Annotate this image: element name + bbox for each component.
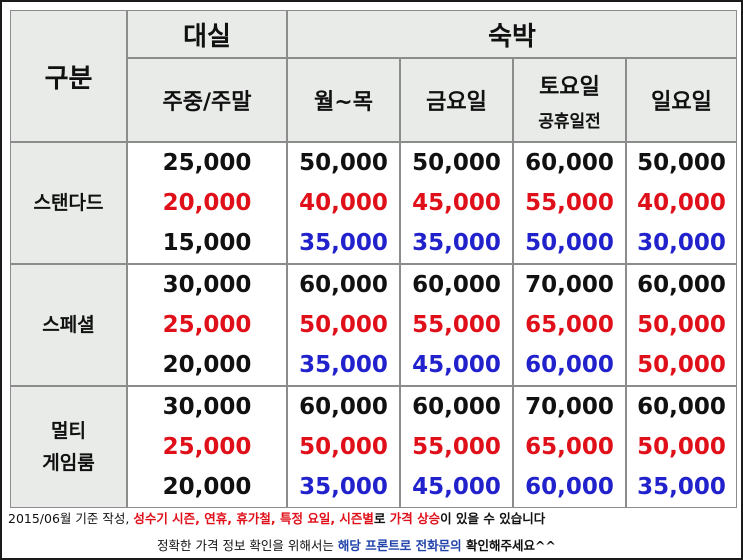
price-value: 15,000 — [162, 230, 252, 256]
room-name-special: 스페셜 — [10, 264, 127, 386]
price-value: 60,000 — [637, 272, 726, 298]
room-name-multi-game: 멀티 게임룸 — [10, 386, 127, 508]
price-value: 50,000 — [299, 434, 388, 460]
price-cell: 70,000 65,000 60,000 — [513, 264, 626, 386]
price-value: 20,000 — [162, 190, 252, 216]
price-value: 50,000 — [637, 352, 726, 378]
footer-notice: 2015/06월 기준 작성, 성수기 시즌, 연휴, 휴가철, 특정 요일, … — [2, 505, 741, 558]
price-cell: 30,000 25,000 20,000 — [127, 386, 287, 508]
price-value: 55,000 — [412, 312, 501, 338]
price-value: 30,000 — [162, 272, 252, 298]
price-table: 구분 대실 숙박 주중/주말 월~목 금요일 토요일 공휴일전 일요일 스탠다드… — [10, 10, 738, 508]
room-name-line2: 게임룸 — [42, 452, 95, 474]
price-value: 45,000 — [412, 352, 501, 378]
day-header-sat-label: 토요일 — [539, 74, 600, 100]
price-value: 60,000 — [525, 352, 614, 378]
rental-header: 대실 — [127, 10, 287, 58]
price-cell: 60,000 50,000 35,000 — [626, 386, 738, 508]
price-cell: 60,000 50,000 35,000 — [287, 264, 400, 386]
price-value: 25,000 — [162, 434, 252, 460]
price-value: 55,000 — [412, 434, 501, 460]
price-cell: 30,000 25,000 20,000 — [127, 264, 287, 386]
price-value: 35,000 — [299, 230, 388, 256]
price-value: 60,000 — [412, 272, 501, 298]
price-value: 70,000 — [525, 394, 614, 420]
price-value: 40,000 — [299, 190, 388, 216]
price-value: 25,000 — [162, 150, 252, 176]
day-header-mon-thu: 월~목 — [287, 58, 400, 142]
price-value: 60,000 — [525, 474, 614, 500]
price-cell: 70,000 65,000 60,000 — [513, 386, 626, 508]
price-value: 30,000 — [162, 394, 252, 420]
price-value: 35,000 — [299, 352, 388, 378]
room-row-standard: 스탠다드 25,000 20,000 15,000 50,000 40,000 … — [10, 142, 738, 264]
price-value: 45,000 — [412, 474, 501, 500]
price-cell: 50,000 40,000 30,000 — [626, 142, 738, 264]
price-value: 55,000 — [525, 190, 614, 216]
price-value: 45,000 — [412, 190, 501, 216]
price-cell: 25,000 20,000 15,000 — [127, 142, 287, 264]
price-value: 65,000 — [525, 434, 614, 460]
price-value: 50,000 — [525, 230, 614, 256]
stay-header: 숙박 — [287, 10, 738, 58]
footer-highlight-red: 가격 상승 — [389, 511, 441, 526]
day-header-sun: 일요일 — [626, 58, 738, 142]
price-value: 60,000 — [412, 394, 501, 420]
price-cell: 60,000 55,000 45,000 — [400, 264, 513, 386]
footer-highlight-red: 성수기 시즌, 연휴, 휴가철, 특정 요일, 시즌별 — [133, 511, 374, 526]
price-value: 30,000 — [637, 230, 726, 256]
price-value: 50,000 — [299, 312, 388, 338]
footer-line-1: 2015/06월 기준 작성, 성수기 시즌, 연휴, 휴가철, 특정 요일, … — [8, 508, 545, 527]
price-value: 50,000 — [299, 150, 388, 176]
price-value: 35,000 — [412, 230, 501, 256]
price-value: 60,000 — [299, 272, 388, 298]
price-value: 60,000 — [637, 394, 726, 420]
room-name-line1: 멀티 — [51, 419, 86, 442]
price-value: 20,000 — [162, 474, 252, 500]
price-cell: 50,000 40,000 35,000 — [287, 142, 400, 264]
room-row-multi-game: 멀티 게임룸 30,000 25,000 20,000 60,000 50,00… — [10, 386, 738, 508]
room-name-standard: 스탠다드 — [10, 142, 127, 264]
price-cell: 60,000 55,000 45,000 — [400, 386, 513, 508]
footer-text: 로 — [373, 511, 390, 526]
footer-highlight-blue: 해당 프론트로 전화문의 — [337, 538, 462, 553]
price-value: 70,000 — [525, 272, 614, 298]
footer-text: 정확한 가격 정보 확인을 위해서는 — [157, 538, 338, 553]
price-value: 50,000 — [637, 434, 726, 460]
footer-text: 이 있을 수 있습니다 — [440, 511, 546, 526]
price-value: 60,000 — [525, 150, 614, 176]
price-cell: 60,000 50,000 50,000 — [626, 264, 738, 386]
price-value: 50,000 — [637, 150, 726, 176]
price-cell: 60,000 55,000 50,000 — [513, 142, 626, 264]
footer-text: 2015/06월 기준 작성, — [8, 511, 134, 526]
category-header: 구분 — [10, 10, 127, 142]
footer-text: 확인해주세요^^ — [461, 538, 556, 553]
room-row-special: 스페셜 30,000 25,000 20,000 60,000 50,000 3… — [10, 264, 738, 386]
price-value: 20,000 — [162, 352, 252, 378]
day-header-sat-sub: 공휴일전 — [538, 111, 601, 132]
footer-line-2: 정확한 가격 정보 확인을 위해서는 해당 프론트로 전화문의 확인해주세요^^ — [157, 535, 556, 554]
day-header-fri: 금요일 — [400, 58, 513, 142]
price-value: 65,000 — [525, 312, 614, 338]
price-value: 40,000 — [637, 190, 726, 216]
price-value: 35,000 — [637, 474, 726, 500]
rental-subheader: 주중/주말 — [127, 58, 287, 142]
price-value: 50,000 — [412, 150, 501, 176]
price-value: 50,000 — [637, 312, 726, 338]
day-header-sat: 토요일 공휴일전 — [513, 58, 626, 142]
price-cell: 50,000 45,000 35,000 — [400, 142, 513, 264]
price-value: 25,000 — [162, 312, 252, 338]
price-value: 60,000 — [299, 394, 388, 420]
price-cell: 60,000 50,000 35,000 — [287, 386, 400, 508]
price-value: 35,000 — [299, 474, 388, 500]
